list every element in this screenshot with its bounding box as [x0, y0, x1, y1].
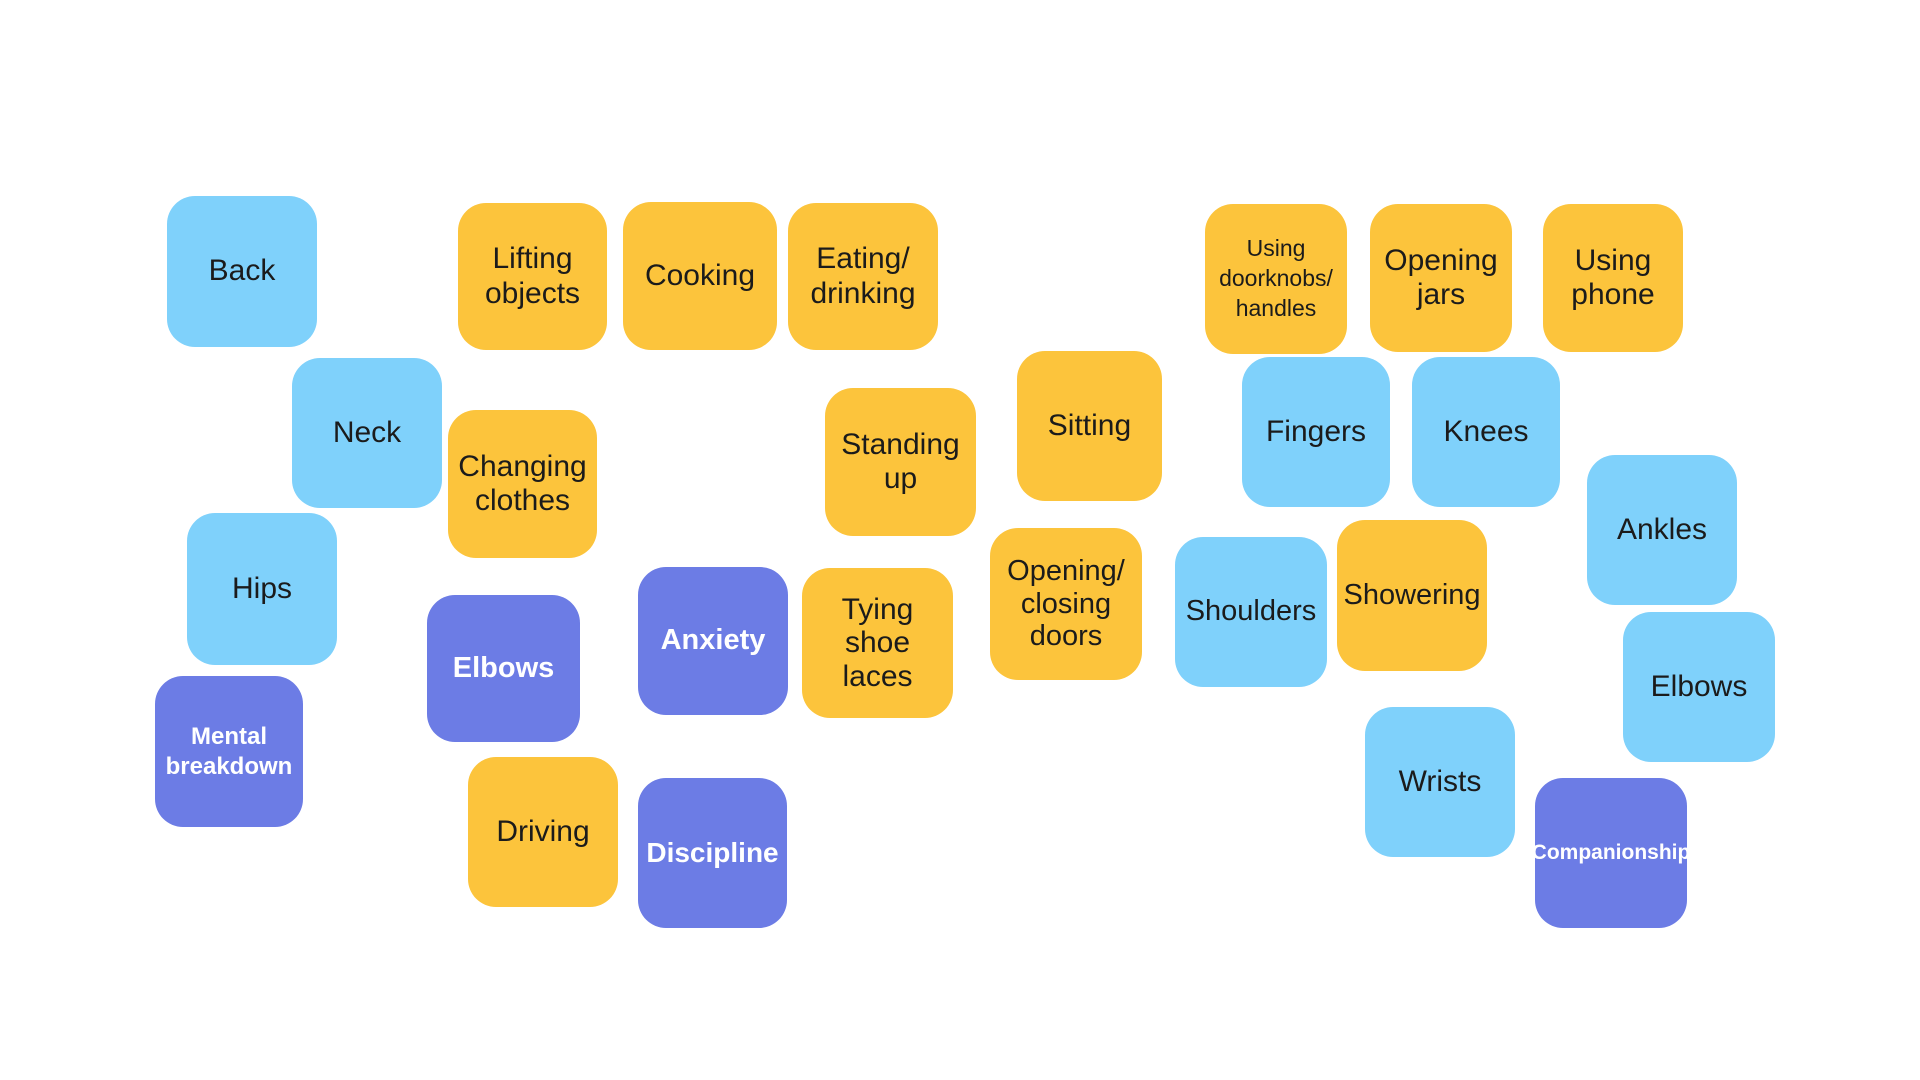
sticky-note-mental-breakdown[interactable]: Mental breakdown	[155, 676, 303, 827]
sticky-note-label: Sitting	[1047, 408, 1132, 442]
sticky-note-using-phone[interactable]: Using phone	[1543, 204, 1683, 352]
sticky-note-fingers[interactable]: Fingers	[1242, 357, 1390, 507]
sticky-note-label: Standing up	[841, 427, 960, 496]
sticky-note-standing-up[interactable]: Standing up	[825, 388, 976, 536]
sticky-note-label: Using doorknobs/ handles	[1219, 235, 1333, 321]
sticky-note-tying-shoe-laces[interactable]: Tying shoe laces	[802, 568, 953, 718]
sticky-note-lifting-objects[interactable]: Lifting objects	[458, 203, 607, 350]
sticky-note-using-doorknobs-handles[interactable]: Using doorknobs/ handles	[1205, 204, 1347, 354]
sticky-note-driving[interactable]: Driving	[468, 757, 618, 907]
sticky-note-companionship[interactable]: Companionship	[1532, 778, 1690, 928]
sticky-note-label: Changing clothes	[458, 449, 587, 518]
sticky-note-label: Elbows	[452, 651, 555, 684]
sticky-note-opening-closing-doors[interactable]: Opening/ closing doors	[990, 528, 1142, 680]
sticky-note-label: Opening jars	[1384, 243, 1498, 312]
sticky-note-label: Knees	[1443, 414, 1529, 448]
sticky-note-wrists[interactable]: Wrists	[1365, 707, 1515, 857]
sticky-note-cooking[interactable]: Cooking	[623, 202, 777, 350]
sticky-note-label: Wrists	[1398, 764, 1482, 798]
sticky-note-label: Tying shoe laces	[841, 592, 914, 693]
sticky-note-sitting[interactable]: Sitting	[1017, 351, 1162, 501]
sticky-note-label: Fingers	[1265, 414, 1367, 448]
sticky-note-label: Mental breakdown	[165, 722, 293, 780]
sticky-note-neck[interactable]: Neck	[292, 358, 442, 508]
sticky-note-label: Neck	[332, 415, 402, 449]
sticky-note-label: Cooking	[644, 258, 756, 292]
sticky-note-showering[interactable]: Showering	[1337, 520, 1487, 671]
sticky-note-label: Driving	[496, 814, 590, 848]
sticky-note-back[interactable]: Back	[167, 196, 317, 347]
sticky-note-elbows-blue[interactable]: Elbows	[1623, 612, 1775, 762]
sticky-note-hips[interactable]: Hips	[187, 513, 337, 665]
sticky-note-discipline[interactable]: Discipline	[638, 778, 787, 928]
sticky-note-label: Companionship	[1531, 840, 1691, 864]
sticky-note-opening-jars[interactable]: Opening jars	[1370, 204, 1512, 352]
sticky-note-elbows-purple[interactable]: Elbows	[427, 595, 580, 742]
sticky-note-label: Using phone	[1571, 243, 1655, 312]
sticky-note-label: Hips	[231, 571, 292, 605]
sticky-note-changing-clothes[interactable]: Changing clothes	[448, 410, 597, 558]
sticky-note-label: Ankles	[1616, 512, 1708, 546]
sticky-note-label: Lifting objects	[484, 242, 581, 310]
sticky-note-ankles[interactable]: Ankles	[1587, 455, 1737, 605]
sticky-note-eating-drinking[interactable]: Eating/ drinking	[788, 203, 938, 350]
sticky-note-label: Opening/ closing doors	[1007, 555, 1125, 653]
sticky-note-label: Elbows	[1650, 669, 1748, 703]
sticky-note-label: Anxiety	[660, 624, 766, 657]
sticky-note-knees[interactable]: Knees	[1412, 357, 1560, 507]
sticky-note-label: Discipline	[646, 836, 779, 868]
sticky-note-label: Back	[208, 254, 276, 288]
sticky-note-shoulders[interactable]: Shoulders	[1175, 537, 1327, 687]
sticky-note-label: Eating/ drinking	[810, 242, 916, 310]
sticky-note-anxiety[interactable]: Anxiety	[638, 567, 788, 715]
sticky-note-label: Showering	[1343, 578, 1481, 611]
sticky-note-label: Shoulders	[1185, 595, 1317, 628]
